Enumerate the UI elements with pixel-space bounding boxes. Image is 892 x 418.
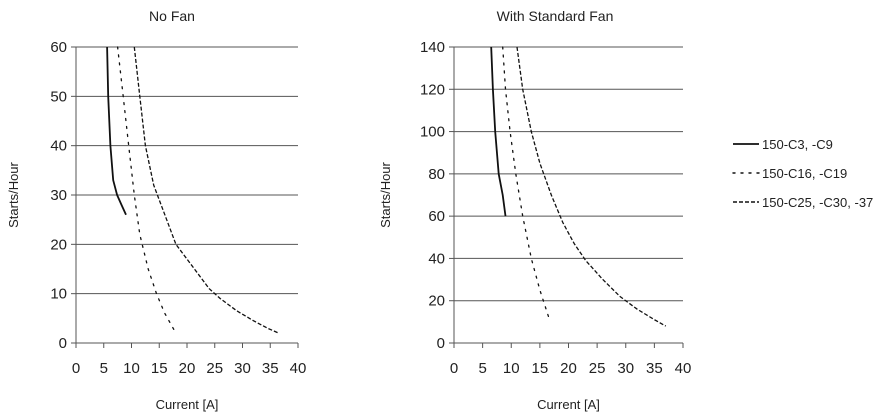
- y-tick-label: 80: [428, 166, 445, 183]
- y-tick-label: 100: [420, 124, 445, 141]
- x-tick-label: 5: [478, 360, 486, 377]
- x-tick-label: 5: [100, 360, 108, 377]
- x-tick-label: 40: [675, 360, 692, 377]
- x-tick-label: 20: [560, 360, 577, 377]
- legend-label-2: 150-C16, -C19: [762, 166, 847, 181]
- y-tick-label: 40: [50, 138, 67, 155]
- y-tick-label: 20: [50, 236, 67, 253]
- x-tick-label: 35: [646, 360, 663, 377]
- x-tick-label: 0: [72, 360, 80, 377]
- y-tick-label: 140: [420, 39, 445, 56]
- y-tick-label: 60: [50, 39, 67, 56]
- y-tick-label: 20: [428, 293, 445, 310]
- series-line-1: [490, 46, 507, 217]
- x-tick-label: 15: [151, 360, 168, 377]
- chart-title: With Standard Fan: [497, 8, 614, 24]
- y-tick-label: 40: [428, 250, 445, 267]
- y-tick-label: 120: [420, 81, 445, 98]
- x-tick-label: 30: [617, 360, 634, 377]
- series-line-2: [116, 46, 177, 334]
- x-axis-label: Current [A]: [156, 397, 219, 412]
- y-axis-label: Starts/Hour: [6, 161, 21, 227]
- x-tick-label: 30: [234, 360, 251, 377]
- y-tick-label: 10: [50, 286, 67, 303]
- x-tick-label: 20: [179, 360, 196, 377]
- series-line-1: [106, 46, 127, 216]
- x-tick-label: 15: [532, 360, 549, 377]
- legend-label-1: 150-C3, -C9: [762, 137, 833, 152]
- chart-title: No Fan: [149, 8, 195, 24]
- x-tick-label: 40: [290, 360, 307, 377]
- y-axis-label: Starts/Hour: [378, 161, 393, 227]
- legend-label-3: 150-C25, -C30, -37: [762, 195, 873, 210]
- y-tick-label: 30: [50, 187, 67, 204]
- x-tick-label: 25: [589, 360, 606, 377]
- chart-2: With Standard Fan 0 20 40 60 80 100 120 140 0 5 10 1…: [378, 8, 691, 412]
- y-tick-label: 0: [59, 335, 67, 352]
- series-line-3: [133, 46, 279, 334]
- series-line-2: [502, 46, 551, 323]
- x-tick-label: 25: [206, 360, 223, 377]
- legend: 150-C3, -C9 150-C16, -C19 150-C25, -C30, -…: [732, 137, 873, 210]
- x-tick-label: 10: [503, 360, 520, 377]
- y-tick-label: 50: [50, 88, 67, 105]
- series-line-3: [516, 46, 667, 327]
- x-tick-label: 35: [262, 360, 279, 377]
- x-tick-label: 10: [123, 360, 140, 377]
- y-tick-label: 60: [428, 208, 445, 225]
- x-axis-label: Current [A]: [537, 397, 600, 412]
- x-tick-label: 0: [450, 360, 458, 377]
- y-tick-label: 0: [437, 335, 445, 352]
- chart-1: No Fan 0 10 20 30 40 50 60 0 5 10 15 20 25 30 35 40 Curre…: [6, 8, 306, 412]
